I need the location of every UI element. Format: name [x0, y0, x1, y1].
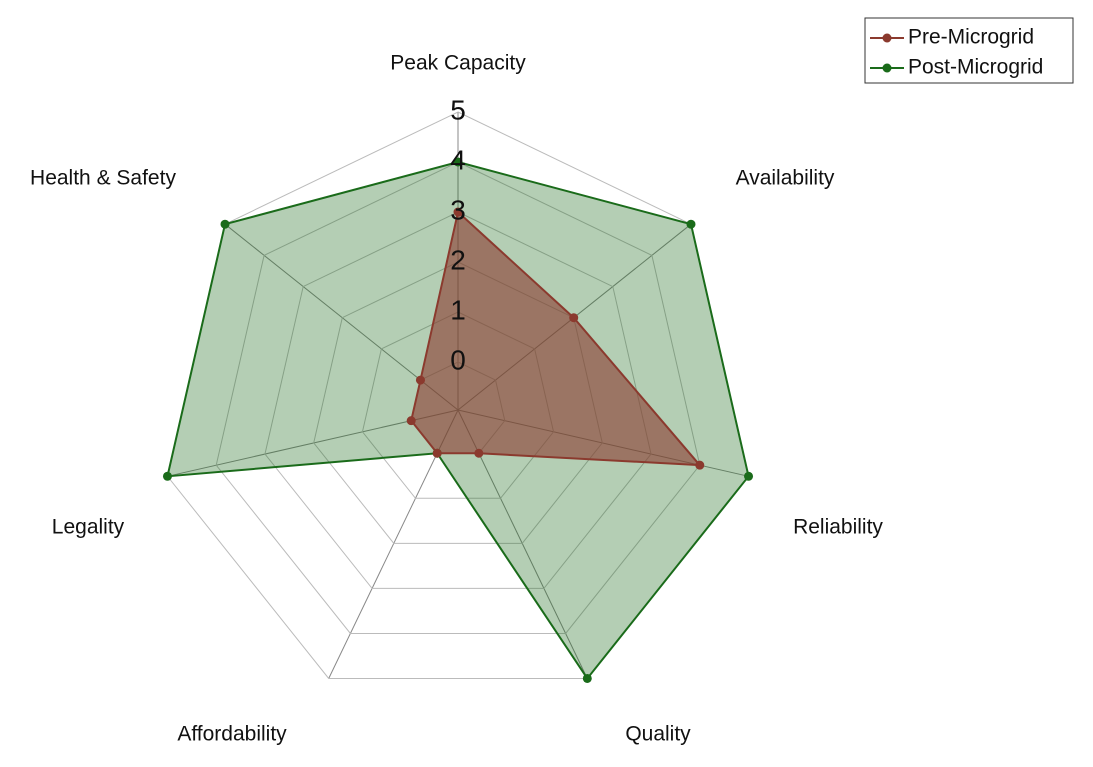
r-tick-label: 1 [450, 294, 466, 325]
grid-ring [264, 211, 652, 589]
r-tick-label: 5 [450, 94, 466, 125]
grid-ring [215, 161, 701, 634]
category-label: Reliability [793, 516, 883, 539]
data-point [432, 448, 442, 458]
r-tick-label: 3 [450, 194, 466, 225]
legend-label: Post-Microgrid [908, 56, 1043, 79]
legend-label: Pre-Microgrid [908, 26, 1034, 49]
data-point [162, 471, 172, 481]
data-point [686, 219, 696, 229]
r-tick-label: 0 [450, 344, 466, 375]
legend-marker [882, 33, 892, 43]
data-point [695, 460, 705, 470]
legend-box [864, 17, 1074, 84]
category-label: Peak Capacity [390, 52, 526, 75]
category-label: Quality [625, 723, 691, 746]
data-point [582, 673, 592, 683]
r-tick-label: 4 [450, 144, 466, 175]
data-point [453, 157, 463, 167]
category-label: Health & Safety [30, 167, 176, 190]
data-point [744, 471, 754, 481]
legend-marker [882, 63, 892, 73]
r-tick-label: 2 [450, 244, 466, 275]
data-point [569, 313, 579, 323]
data-point [453, 207, 463, 217]
data-point [415, 375, 425, 385]
legend: Pre-Microgrid Post-Microgrid [864, 17, 1074, 84]
category-label: Availability [736, 167, 835, 190]
data-point [220, 219, 230, 229]
data-point [474, 448, 484, 458]
category-label: Affordability [177, 723, 287, 746]
data-point [406, 416, 416, 426]
category-label: Legality [52, 516, 125, 539]
series-area [410, 210, 703, 467]
